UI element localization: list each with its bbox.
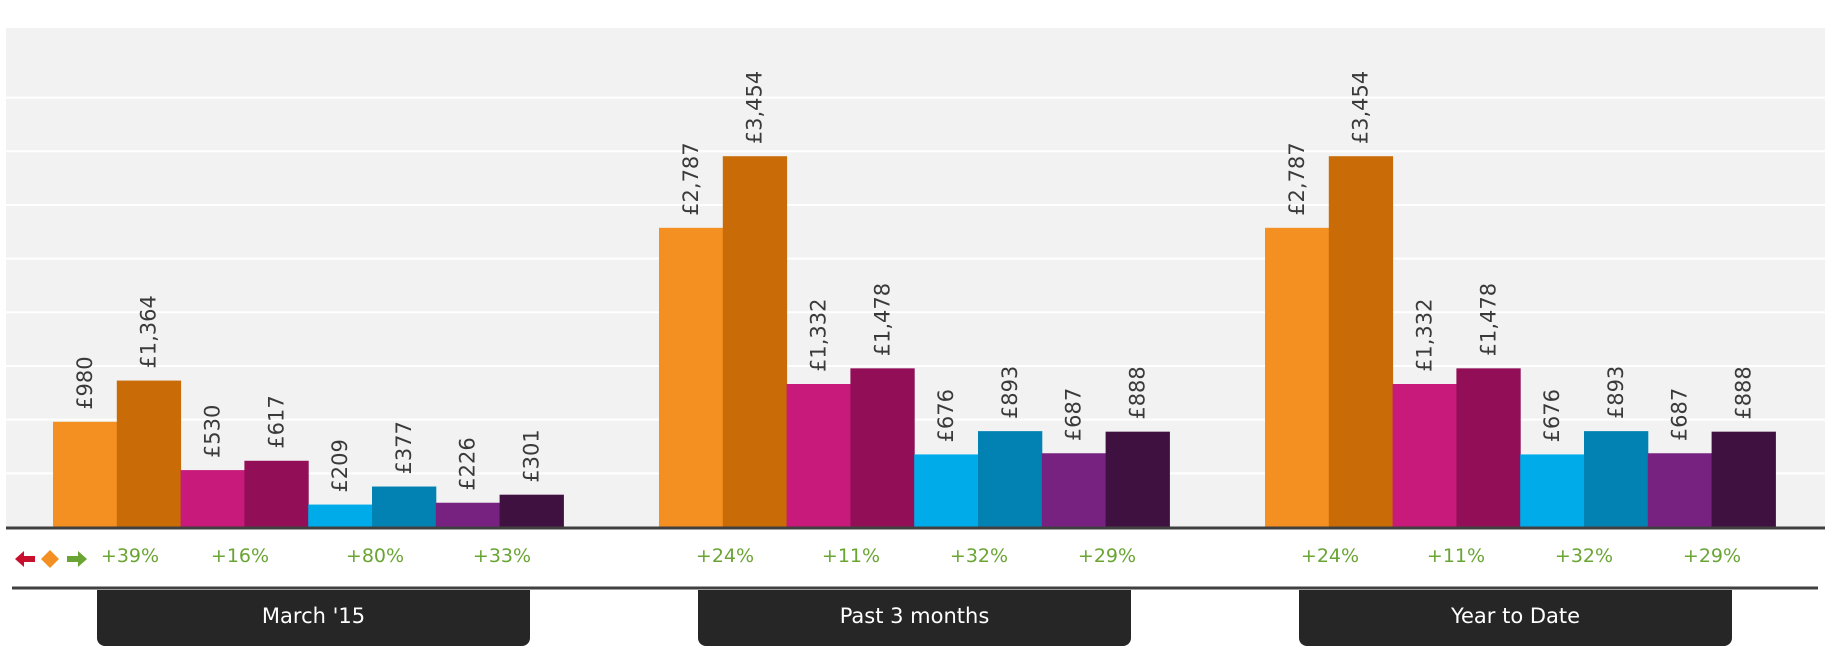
bar-value-label: £226 bbox=[456, 437, 480, 490]
bar[interactable] bbox=[1392, 384, 1457, 527]
bar-value-label: £3,454 bbox=[743, 71, 767, 144]
bar[interactable] bbox=[978, 431, 1043, 527]
bar[interactable] bbox=[116, 380, 182, 527]
bar[interactable] bbox=[53, 421, 118, 527]
period-tab-past-3-months[interactable]: Past 3 months bbox=[698, 590, 1131, 646]
bar[interactable] bbox=[1711, 431, 1776, 527]
bar-value-label: £676 bbox=[934, 389, 958, 442]
bar[interactable] bbox=[180, 470, 245, 527]
bar-value-label: £676 bbox=[1540, 389, 1564, 442]
bar[interactable] bbox=[1328, 156, 1394, 527]
bar-value-label: £2,787 bbox=[1285, 142, 1309, 215]
bar-value-label: £617 bbox=[264, 395, 288, 448]
bar-value-label: £209 bbox=[328, 439, 352, 492]
plot-area bbox=[6, 28, 1825, 527]
change-percent: +24% bbox=[695, 545, 755, 567]
bar-value-label: £687 bbox=[1668, 388, 1692, 441]
bar-value-label: £888 bbox=[1126, 366, 1150, 419]
diamond-icon bbox=[41, 550, 59, 568]
change-percent: +80% bbox=[345, 545, 405, 567]
bar-value-label: £3,454 bbox=[1349, 71, 1373, 144]
change-percent: +11% bbox=[1426, 545, 1486, 567]
bar-value-label: £377 bbox=[392, 421, 416, 474]
bar-value-label: £301 bbox=[520, 429, 544, 482]
bar-value-label: £1,478 bbox=[870, 283, 894, 356]
change-percent: +32% bbox=[949, 545, 1009, 567]
bar-value-label: £530 bbox=[201, 405, 225, 458]
bar[interactable] bbox=[1584, 431, 1649, 527]
bar[interactable] bbox=[308, 504, 373, 527]
change-percent: +29% bbox=[1682, 545, 1742, 567]
bar[interactable] bbox=[1456, 368, 1521, 527]
period-tab-year-to-date[interactable]: Year to Date bbox=[1299, 590, 1732, 646]
bar[interactable] bbox=[1520, 454, 1585, 527]
bar[interactable] bbox=[786, 384, 851, 527]
bar-value-label: £2,787 bbox=[679, 142, 703, 215]
change-percent: +32% bbox=[1554, 545, 1614, 567]
bar[interactable] bbox=[1265, 227, 1330, 527]
bar[interactable] bbox=[1105, 431, 1170, 527]
bar[interactable] bbox=[244, 460, 309, 527]
bar-value-label: £980 bbox=[73, 356, 97, 409]
bar-value-label: £1,332 bbox=[807, 299, 831, 372]
bar-value-label: £893 bbox=[1604, 366, 1628, 419]
bar-value-label: £893 bbox=[998, 366, 1022, 419]
bar-value-label: £687 bbox=[1062, 388, 1086, 441]
bar[interactable] bbox=[722, 156, 788, 527]
period-tab-march[interactable]: March '15 bbox=[97, 590, 530, 646]
bar[interactable] bbox=[850, 368, 915, 527]
bar[interactable] bbox=[914, 454, 979, 527]
bar-value-label: £1,364 bbox=[137, 295, 161, 368]
change-percent: +16% bbox=[210, 545, 270, 567]
bar-value-label: £1,478 bbox=[1476, 283, 1500, 356]
bar[interactable] bbox=[499, 494, 564, 527]
change-percent: +24% bbox=[1300, 545, 1360, 567]
arrow-right-icon bbox=[67, 551, 87, 567]
change-percent: +33% bbox=[472, 545, 532, 567]
bar[interactable] bbox=[372, 486, 437, 527]
bar[interactable] bbox=[659, 227, 724, 527]
arrow-left-icon bbox=[15, 551, 35, 567]
change-percent: +11% bbox=[821, 545, 881, 567]
bar-value-label: £1,332 bbox=[1413, 299, 1437, 372]
bar[interactable] bbox=[1647, 453, 1713, 527]
change-percent: +39% bbox=[100, 545, 160, 567]
bar[interactable] bbox=[1041, 453, 1107, 527]
change-percent: +29% bbox=[1077, 545, 1137, 567]
bar-value-label: £888 bbox=[1732, 366, 1756, 419]
trend-legend bbox=[13, 548, 89, 570]
bar[interactable] bbox=[435, 502, 501, 527]
